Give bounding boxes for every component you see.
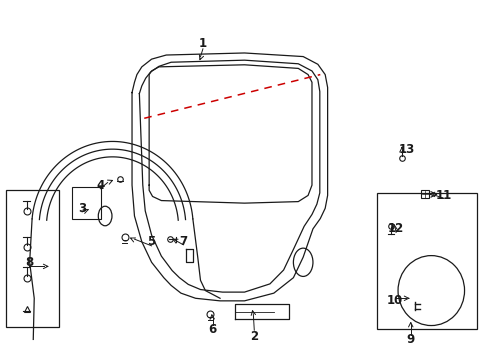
Bar	[6, 190, 59, 327]
Text: 6: 6	[208, 323, 216, 336]
Text: 12: 12	[387, 222, 404, 235]
Text: 5: 5	[147, 235, 155, 248]
Text: 9: 9	[406, 333, 414, 346]
Text: 4: 4	[96, 179, 104, 192]
Bar	[376, 193, 476, 329]
Text: 11: 11	[435, 189, 451, 202]
Text: 8: 8	[25, 256, 33, 269]
Text: 13: 13	[398, 143, 414, 156]
Text: 1: 1	[199, 37, 206, 50]
Bar	[72, 187, 101, 219]
Text: 7: 7	[179, 235, 187, 248]
Text: 10: 10	[386, 294, 403, 307]
Text: 3: 3	[78, 202, 86, 215]
Text: 2: 2	[250, 330, 258, 343]
